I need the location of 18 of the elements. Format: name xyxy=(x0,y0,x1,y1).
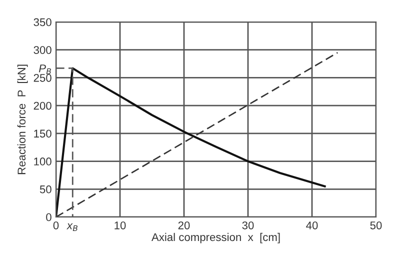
x-tick-label: 10 xyxy=(114,221,126,230)
x-tick-label: x$_{B}$ xyxy=(66,223,78,232)
x-axis-title: Axial compression x [cm] xyxy=(152,232,280,244)
y-tick-label: 0 xyxy=(46,213,52,222)
x-tick-label: 30 xyxy=(242,221,254,230)
x-tick-label: 40 xyxy=(306,221,318,230)
y-tick-label: 50 xyxy=(40,185,52,194)
y-axis-title: Reaction force P [kN] xyxy=(17,64,28,174)
y-tick-label: 350 xyxy=(34,18,52,26)
y-tick-label: 150 xyxy=(34,130,52,138)
y-tick-label: 100 xyxy=(34,158,52,166)
y-tick-label: 250 xyxy=(34,74,52,82)
x-tick-label: 50 xyxy=(370,221,382,230)
y-tick-label: 200 xyxy=(34,102,52,110)
x-tick-label: 0 xyxy=(53,221,59,230)
y-tick-label: 300 xyxy=(34,46,52,54)
x-tick-label: 20 xyxy=(178,221,190,230)
y-tick-label: P$_{B}$ xyxy=(38,64,51,74)
